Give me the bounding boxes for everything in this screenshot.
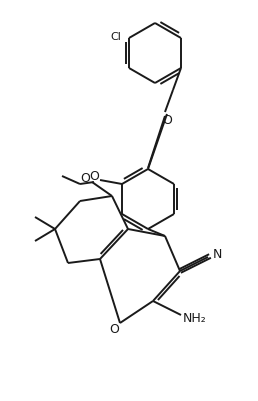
- Text: N: N: [212, 247, 222, 260]
- Text: O: O: [80, 172, 90, 185]
- Text: NH₂: NH₂: [183, 312, 207, 325]
- Text: O: O: [89, 170, 99, 183]
- Text: O: O: [162, 114, 172, 127]
- Text: O: O: [109, 323, 119, 336]
- Text: Cl: Cl: [111, 32, 122, 42]
